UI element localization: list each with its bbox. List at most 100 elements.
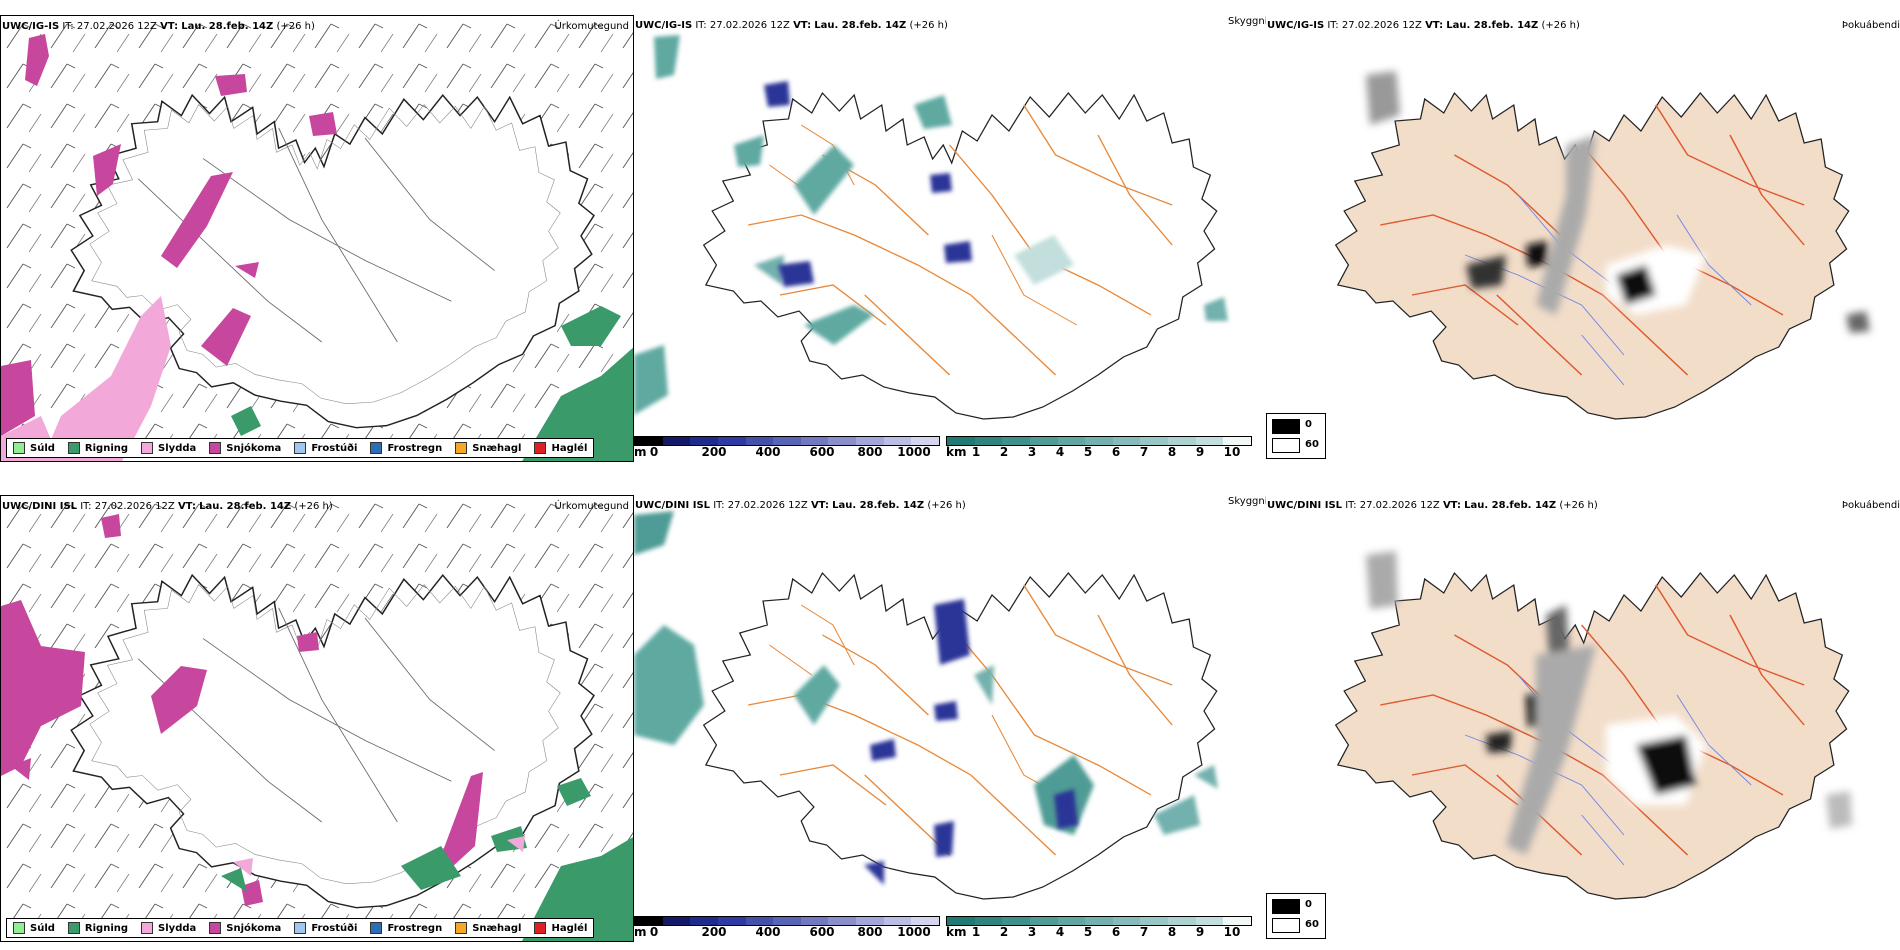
- model-name: UWC/IG-IS: [2, 21, 60, 32]
- cb-seg: [800, 917, 829, 925]
- vis-seg: [974, 437, 1003, 445]
- vt-value: Lau. 28.feb. 14Z: [832, 500, 925, 511]
- sleet-areas-row2: [233, 836, 525, 876]
- cb-seg: [883, 437, 912, 445]
- cb-seg: [690, 437, 718, 445]
- visibility-strip: [946, 916, 1252, 926]
- legend-item-snaehagl: Snæhagl: [455, 442, 521, 454]
- legend-item-slydda: Slydda: [141, 442, 196, 454]
- it-label: IT:: [62, 21, 74, 32]
- fog-panel-row1: UWC/IG-IS IT: 27.02.2026 12Z VT: Lau. 28…: [1266, 15, 1900, 462]
- cb-tick: 200: [701, 445, 727, 459]
- legend-swatch: [141, 442, 154, 454]
- vis-tick: 1: [971, 925, 981, 939]
- it-label: IT:: [1345, 500, 1357, 511]
- cb-tick: 1000: [897, 445, 931, 459]
- cb-tick: 1000: [897, 925, 931, 939]
- low-visibility-areas-row2: [634, 511, 1218, 835]
- cb-seg: [635, 437, 663, 445]
- fog-panel-row2: UWC/DINI ISL IT: 27.02.2026 12Z VT: Lau.…: [1266, 495, 1900, 942]
- vis-tick: 7: [1139, 925, 1149, 939]
- fog-swatch-0: [1272, 419, 1300, 434]
- vis-tick: 5: [1083, 445, 1093, 459]
- panel-title-precip: Úrkomutegund: [554, 501, 629, 512]
- legend-item-snaehagl: Snæhagl: [455, 922, 521, 934]
- panel-header-row1-fog: UWC/IG-IS IT: 27.02.2026 12Z VT: Lau. 28…: [1267, 20, 1580, 31]
- fog-swatch-60: [1272, 918, 1300, 933]
- it-value: 27.02.2026 12Z: [1341, 20, 1422, 31]
- vis-tick: 7: [1139, 445, 1149, 459]
- vis-seg: [1002, 917, 1030, 925]
- legend-swatch: [13, 922, 25, 934]
- legend-item-frostregn: Frostregn: [370, 442, 442, 454]
- legend-swatch: [455, 442, 468, 454]
- legend-item-rigning: Rigning: [67, 442, 128, 454]
- vis-tick: 9: [1195, 925, 1205, 939]
- panel-header-row1-vis: UWC/IG-IS IT: 27.02.2026 12Z VT: Lau. 28…: [635, 20, 948, 31]
- vis-tick: 10: [1223, 925, 1241, 939]
- cb-tick: 400: [755, 445, 781, 459]
- panel-header-row1-precip: UWC/IG-IS IT: 27.02.2026 12Z VT: Lau. 28…: [2, 21, 315, 32]
- cb-seg: [717, 437, 746, 445]
- vis-tick: 4: [1055, 925, 1065, 939]
- legend-swatch: [455, 922, 468, 934]
- precip-type-panel-row1: UWC/IG-IS IT: 27.02.2026 12Z VT: Lau. 28…: [0, 15, 634, 462]
- panel-title-fog: Þokuábendi: [1841, 20, 1900, 31]
- cloud-base-unit: m: [634, 445, 647, 459]
- rain-areas-row1: [231, 306, 633, 461]
- fog-legend: 0 60: [1266, 893, 1326, 939]
- it-value: 27.02.2026 12Z: [727, 500, 808, 511]
- low-visibility-areas-row1: [634, 35, 1228, 415]
- cb-seg: [856, 917, 884, 925]
- vis-tick: 10: [1223, 445, 1241, 459]
- it-value: 27.02.2026 12Z: [76, 21, 157, 32]
- vis-tick: 3: [1027, 925, 1037, 939]
- vis-seg: [1112, 917, 1141, 925]
- precip-type-map-row1: [1, 16, 633, 461]
- it-label: IT:: [80, 501, 92, 512]
- lead-time: (+26 h): [1541, 20, 1580, 31]
- legend-item-snjokoma: Snjókoma: [209, 922, 281, 934]
- legend-swatch: [534, 922, 547, 934]
- cb-tick: 800: [857, 925, 883, 939]
- legend-swatch: [13, 442, 25, 454]
- cb-seg: [800, 437, 829, 445]
- it-label: IT:: [1327, 20, 1339, 31]
- vis-seg: [1168, 917, 1196, 925]
- precip-type-map-row2: [1, 496, 633, 941]
- legend-swatch: [67, 922, 80, 934]
- cb-seg: [883, 917, 912, 925]
- model-name: UWC/DINI ISL: [635, 500, 711, 511]
- legend-swatch: [534, 442, 547, 454]
- vis-seg: [1029, 917, 1058, 925]
- model-name: UWC/IG-IS: [1267, 20, 1325, 31]
- vis-seg: [1195, 437, 1224, 445]
- fog-label-60: 60: [1305, 439, 1319, 450]
- lead-time: (+26 h): [1559, 500, 1598, 511]
- panel-title-precip: Úrkomutegund: [554, 21, 629, 32]
- cloud-base-unit: m: [634, 925, 647, 939]
- snow-areas-row2: [1, 514, 483, 906]
- vis-seg: [1223, 437, 1252, 445]
- cb-tick: 0: [649, 445, 659, 459]
- panel-header-row2-precip: UWC/DINI ISL IT: 27.02.2026 12Z VT: Lau.…: [2, 501, 333, 512]
- vis-tick: 8: [1167, 925, 1177, 939]
- vis-tick: 6: [1111, 925, 1121, 939]
- lead-time: (+26 h): [909, 20, 948, 31]
- snow-areas-row1: [1, 34, 337, 436]
- cb-seg: [690, 917, 718, 925]
- visibility-map-row1: [634, 35, 1228, 420]
- fog-label-0: 0: [1305, 899, 1312, 910]
- legend-item-frostregn: Frostregn: [370, 922, 442, 934]
- cb-seg: [745, 437, 774, 445]
- cb-tick: 400: [755, 925, 781, 939]
- cb-seg: [911, 437, 940, 445]
- legend-swatch: [294, 442, 307, 454]
- cloud-base-strip: [634, 916, 940, 926]
- legend-item-frostudi: Frostúði: [294, 442, 357, 454]
- cb-seg: [717, 917, 746, 925]
- panel-header-row2-fog: UWC/DINI ISL IT: 27.02.2026 12Z VT: Lau.…: [1267, 500, 1598, 511]
- vt-label: VT:: [160, 21, 179, 32]
- panel-title-visibility: Skyggni: [1228, 16, 1266, 27]
- vis-seg: [1195, 917, 1224, 925]
